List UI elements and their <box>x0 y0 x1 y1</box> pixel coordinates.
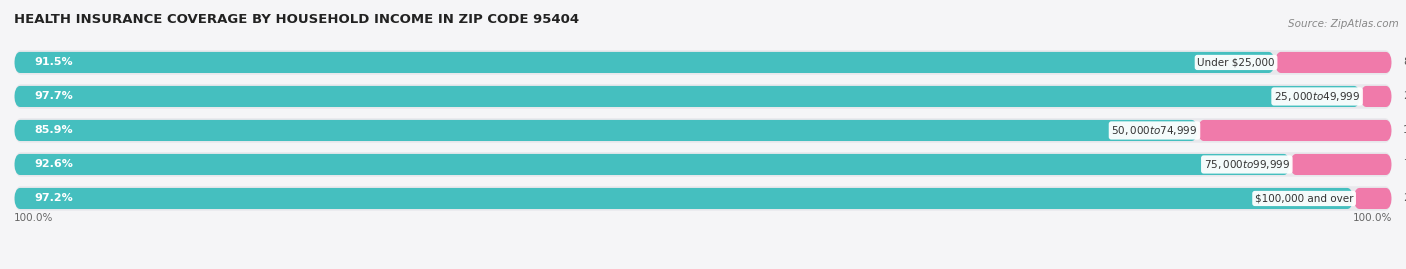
Text: 97.2%: 97.2% <box>35 193 73 203</box>
Text: HEALTH INSURANCE COVERAGE BY HOUSEHOLD INCOME IN ZIP CODE 95404: HEALTH INSURANCE COVERAGE BY HOUSEHOLD I… <box>14 13 579 26</box>
FancyBboxPatch shape <box>14 52 1275 73</box>
Text: 14.1%: 14.1% <box>1403 125 1406 136</box>
Text: 91.5%: 91.5% <box>35 58 73 68</box>
FancyBboxPatch shape <box>14 84 1392 109</box>
Text: 100.0%: 100.0% <box>14 213 53 223</box>
Text: 92.6%: 92.6% <box>35 160 73 169</box>
Text: 7.4%: 7.4% <box>1403 160 1406 169</box>
FancyBboxPatch shape <box>1354 188 1392 209</box>
Text: $50,000 to $74,999: $50,000 to $74,999 <box>1111 124 1198 137</box>
Text: 97.7%: 97.7% <box>35 91 73 101</box>
FancyBboxPatch shape <box>14 188 1354 209</box>
FancyBboxPatch shape <box>14 120 1198 141</box>
Text: Source: ZipAtlas.com: Source: ZipAtlas.com <box>1288 19 1399 29</box>
Text: 100.0%: 100.0% <box>1353 213 1392 223</box>
Text: 2.8%: 2.8% <box>1403 193 1406 203</box>
FancyBboxPatch shape <box>1198 120 1392 141</box>
Text: 85.9%: 85.9% <box>35 125 73 136</box>
FancyBboxPatch shape <box>14 152 1392 177</box>
Text: $25,000 to $49,999: $25,000 to $49,999 <box>1274 90 1360 103</box>
FancyBboxPatch shape <box>14 50 1392 75</box>
Text: $100,000 and over: $100,000 and over <box>1256 193 1354 203</box>
FancyBboxPatch shape <box>14 86 1360 107</box>
Text: 2.3%: 2.3% <box>1403 91 1406 101</box>
FancyBboxPatch shape <box>14 118 1392 143</box>
FancyBboxPatch shape <box>1275 52 1392 73</box>
FancyBboxPatch shape <box>14 154 1289 175</box>
Text: Under $25,000: Under $25,000 <box>1198 58 1275 68</box>
FancyBboxPatch shape <box>1360 86 1392 107</box>
Text: $75,000 to $99,999: $75,000 to $99,999 <box>1204 158 1289 171</box>
Text: 8.5%: 8.5% <box>1403 58 1406 68</box>
FancyBboxPatch shape <box>1289 154 1392 175</box>
FancyBboxPatch shape <box>14 186 1392 211</box>
